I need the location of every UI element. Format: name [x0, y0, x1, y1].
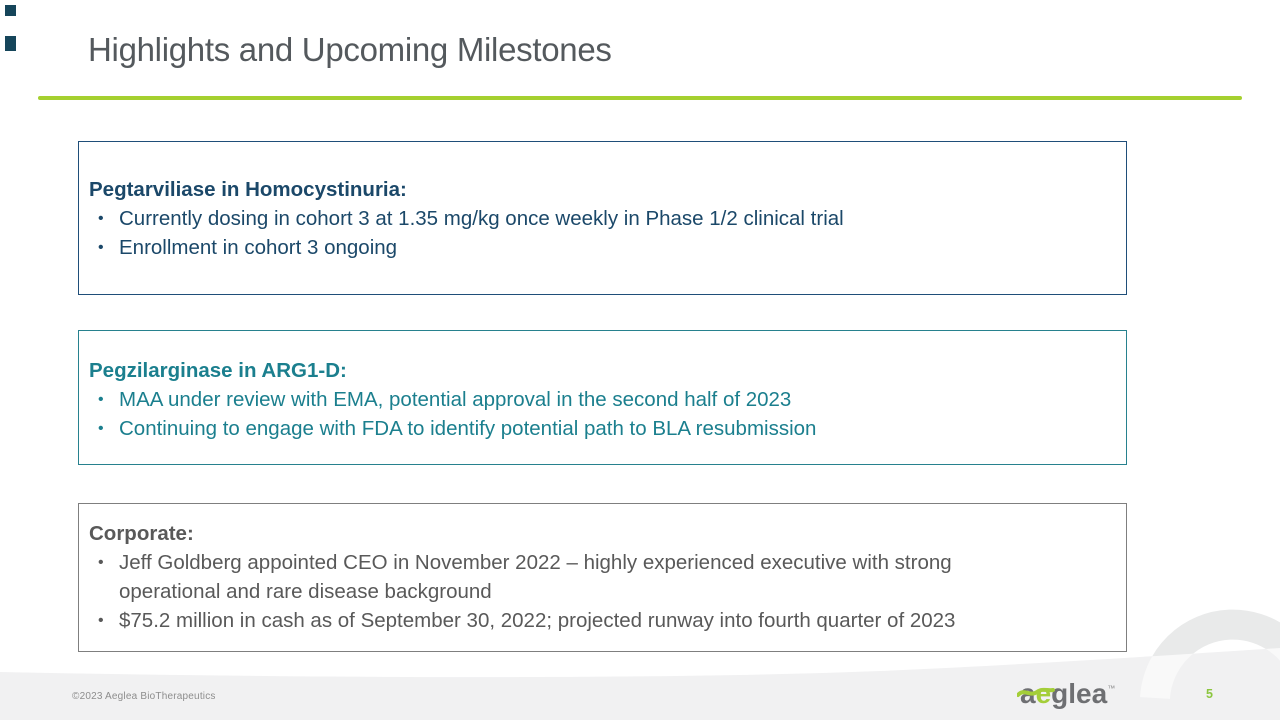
title-underline-rule: [38, 96, 1242, 100]
highlight-box-pegzilarginase: Pegzilarginase in ARG1-D: • MAA under re…: [78, 330, 1127, 465]
bullet-icon: •: [98, 554, 104, 571]
highlight-box-corporate: Corporate: • Jeff Goldberg appointed CEO…: [78, 503, 1127, 652]
logo-letter-green: e: [1035, 678, 1052, 709]
list-item: • Currently dosing in cohort 3 at 1.35 m…: [98, 204, 1126, 233]
bullet-icon: •: [98, 391, 104, 408]
bullet-line: MAA under review with EMA, potential app…: [119, 388, 792, 411]
box-heading-corporate: Corporate:: [89, 522, 194, 545]
bullet-icon: •: [98, 239, 104, 256]
logo-letter: a: [1020, 678, 1036, 709]
slide-edge-mark-second: [5, 36, 16, 51]
bullet-line: Continuing to engage with FDA to identif…: [119, 417, 817, 440]
box-heading-pegtarviliase: Pegtarviliase in Homocystinuria:: [89, 178, 407, 201]
list-item: • MAA under review with EMA, potential a…: [98, 385, 1126, 414]
box-heading-pegzilarginase: Pegzilarginase in ARG1-D:: [89, 359, 347, 382]
bullet-icon: •: [98, 612, 104, 629]
bullet-icon: •: [98, 420, 104, 437]
list-item: • Jeff Goldberg appointed CEO in Novembe…: [98, 548, 1126, 606]
bullet-line: Enrollment in cohort 3 ongoing: [119, 236, 398, 259]
trademark-symbol: ™: [1107, 684, 1116, 693]
list-item: • Continuing to engage with FDA to ident…: [98, 414, 1126, 443]
list-item: • $75.2 million in cash as of September …: [98, 606, 1126, 635]
highlight-box-pegtarviliase: Pegtarviliase in Homocystinuria: • Curre…: [78, 141, 1127, 295]
bullet-line: operational and rare disease background: [119, 580, 492, 603]
footer-band: [0, 648, 1280, 720]
page-title: Highlights and Upcoming Milestones: [88, 31, 612, 68]
bullet-line: $75.2 million in cash as of September 30…: [119, 609, 956, 632]
bullet-line: Jeff Goldberg appointed CEO in November …: [119, 551, 952, 574]
slide-edge-mark-top: [5, 5, 16, 16]
aeglea-logo: aeglea™: [1017, 672, 1116, 711]
copyright-text: ©2023 Aeglea BioTherapeutics: [72, 691, 216, 702]
bullet-line: Currently dosing in cohort 3 at 1.35 mg/…: [119, 207, 844, 230]
footer-wave-graphic: [0, 609, 1280, 720]
list-item: • Enrollment in cohort 3 ongoing: [98, 233, 1126, 262]
bullet-icon: •: [98, 210, 104, 227]
page-number: 5: [1206, 687, 1213, 701]
footer-swoosh-lower-icon: [1140, 648, 1280, 700]
logo-letters: glea: [1051, 678, 1108, 709]
